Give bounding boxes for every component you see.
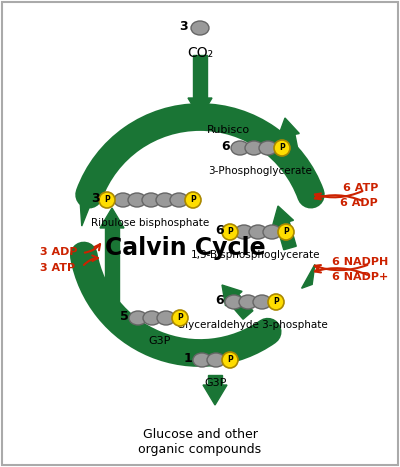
Ellipse shape [129, 311, 147, 325]
Text: 3 ADP: 3 ADP [40, 247, 78, 257]
Polygon shape [222, 285, 242, 306]
Text: P: P [279, 143, 285, 153]
Ellipse shape [231, 141, 249, 155]
Text: 3 ATP: 3 ATP [40, 263, 75, 273]
Text: 5: 5 [120, 310, 128, 323]
Circle shape [185, 192, 201, 208]
Polygon shape [302, 264, 315, 288]
Ellipse shape [235, 225, 253, 239]
Ellipse shape [207, 353, 225, 367]
Text: Glucose and other
organic compounds: Glucose and other organic compounds [138, 428, 262, 456]
Circle shape [268, 294, 284, 310]
Bar [229, 294, 253, 319]
Text: P: P [177, 313, 183, 323]
Ellipse shape [157, 311, 175, 325]
Bar [277, 221, 296, 250]
Circle shape [274, 140, 290, 156]
Polygon shape [188, 98, 212, 118]
Bar [105, 228, 119, 310]
Ellipse shape [170, 193, 188, 207]
Text: P: P [227, 355, 233, 365]
Text: 6: 6 [222, 140, 230, 153]
Polygon shape [203, 385, 227, 405]
Polygon shape [278, 118, 299, 138]
Text: 3: 3 [180, 20, 188, 33]
Text: 3-Phosphoglycerate: 3-Phosphoglycerate [208, 166, 312, 176]
Bar [208, 375, 222, 385]
Text: Glyceraldehyde 3-phosphate: Glyceraldehyde 3-phosphate [177, 320, 327, 330]
Ellipse shape [191, 21, 209, 35]
Text: 6 NADP+: 6 NADP+ [332, 272, 388, 282]
Ellipse shape [263, 225, 281, 239]
Ellipse shape [239, 295, 257, 309]
Text: Ribulose bisphosphate: Ribulose bisphosphate [91, 218, 209, 228]
Polygon shape [272, 206, 294, 226]
Text: 3: 3 [91, 191, 99, 205]
Circle shape [222, 352, 238, 368]
Ellipse shape [249, 225, 267, 239]
Text: G3P: G3P [205, 378, 227, 388]
Text: P: P [227, 227, 233, 236]
Text: 1: 1 [184, 352, 192, 365]
Polygon shape [80, 202, 91, 226]
Text: CO₂: CO₂ [187, 46, 213, 60]
Text: 6 NADPH: 6 NADPH [332, 257, 388, 267]
Text: 6 ADP: 6 ADP [340, 198, 378, 208]
Text: P: P [104, 196, 110, 205]
Ellipse shape [156, 193, 174, 207]
Ellipse shape [143, 311, 161, 325]
Ellipse shape [245, 141, 263, 155]
Ellipse shape [128, 193, 146, 207]
Polygon shape [100, 208, 124, 228]
Text: P: P [190, 196, 196, 205]
Ellipse shape [142, 193, 160, 207]
Ellipse shape [193, 353, 211, 367]
Text: P: P [273, 297, 279, 306]
Text: Rubisco: Rubisco [206, 125, 250, 135]
Circle shape [99, 192, 115, 208]
Ellipse shape [253, 295, 271, 309]
Text: P: P [283, 227, 289, 236]
Text: 6: 6 [216, 224, 224, 236]
Bar [193, 55, 207, 98]
Text: Calvin Cycle: Calvin Cycle [105, 236, 265, 260]
Circle shape [222, 224, 238, 240]
Text: G3P: G3P [149, 336, 171, 346]
Bar [282, 134, 301, 169]
Ellipse shape [259, 141, 277, 155]
Text: 6: 6 [216, 293, 224, 306]
Circle shape [278, 224, 294, 240]
Circle shape [172, 310, 188, 326]
Text: 1,3-Bisphosphoglycerate: 1,3-Bisphosphoglycerate [191, 250, 321, 260]
Ellipse shape [225, 295, 243, 309]
Text: 6 ATP: 6 ATP [343, 183, 378, 193]
Ellipse shape [114, 193, 132, 207]
